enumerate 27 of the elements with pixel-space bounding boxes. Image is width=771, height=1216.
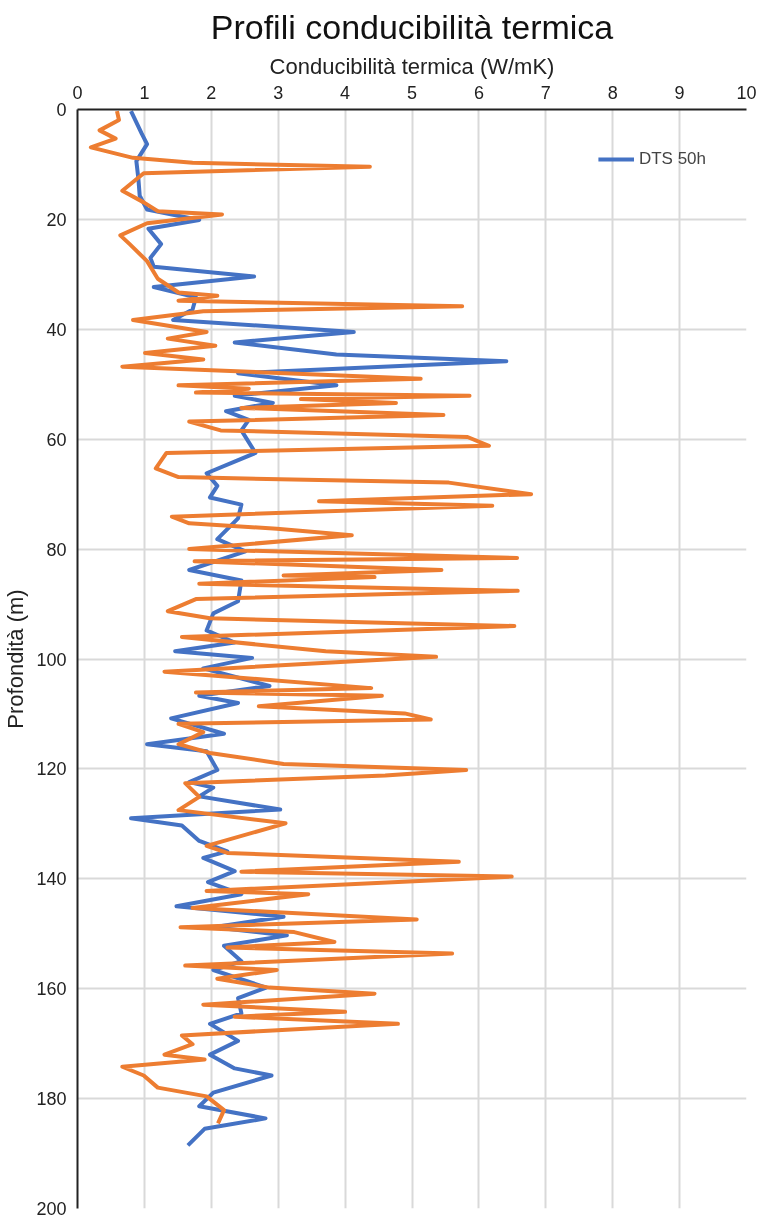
x-tick-label: 0	[72, 82, 83, 103]
x-tick-label: 7	[540, 82, 551, 103]
x-tick-label: 8	[607, 82, 618, 103]
y-tick-label: 140	[36, 869, 67, 890]
chart-title: Profili conducibilità termica	[210, 7, 614, 46]
x-tick-label: 3	[273, 82, 284, 103]
y-tick-label: 200	[36, 1199, 67, 1216]
x-tick-label: 10	[736, 82, 757, 103]
y-axis-title: Profondità (m)	[3, 589, 29, 729]
x-tick-label: 6	[473, 82, 484, 103]
y-tick-label: 0	[56, 100, 67, 120]
line-series	[88, 109, 534, 1126]
y-tick-label: 80	[46, 539, 67, 560]
y-tick-label: 60	[46, 429, 67, 450]
y-tick-label: 120	[36, 759, 67, 780]
x-tick-label: 5	[406, 82, 418, 103]
x-tick-label: 4	[340, 82, 351, 103]
y-tick-label: 160	[36, 979, 67, 1000]
x-axis-title: Conducibilità termica (W/mK)	[269, 53, 555, 79]
y-tick-label: 100	[36, 649, 67, 670]
y-tick-label: 180	[36, 1089, 67, 1110]
x-tick-label: 2	[206, 82, 217, 103]
x-tick-label: 1	[139, 82, 150, 103]
x-tick-label: 9	[674, 82, 685, 103]
y-tick-label: 20	[46, 209, 67, 230]
legend-label: DTS 50h	[638, 149, 706, 169]
y-tick-label: 40	[46, 319, 67, 340]
